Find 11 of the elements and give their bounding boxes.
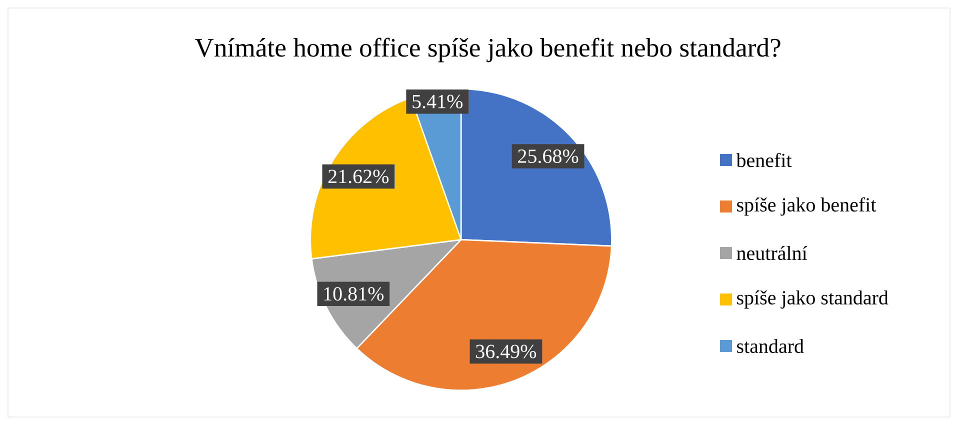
data-label: 5.41% (412, 94, 462, 108)
legend-label: spíše jako standard (737, 290, 888, 309)
data-label: 10.81% (324, 287, 384, 301)
chart-title: Vnímáte home office spíše jako benefit nebo standard? (194, 38, 780, 62)
data-label: 36.49% (476, 344, 536, 358)
legend-label: benefit (736, 152, 792, 168)
legend-label: neutrální (736, 246, 808, 260)
legend-label: standard (737, 338, 804, 354)
legend-label: spíše jako benefit (737, 197, 876, 216)
data-label: 25.68% (518, 149, 578, 164)
data-label: 21.62% (328, 170, 389, 184)
